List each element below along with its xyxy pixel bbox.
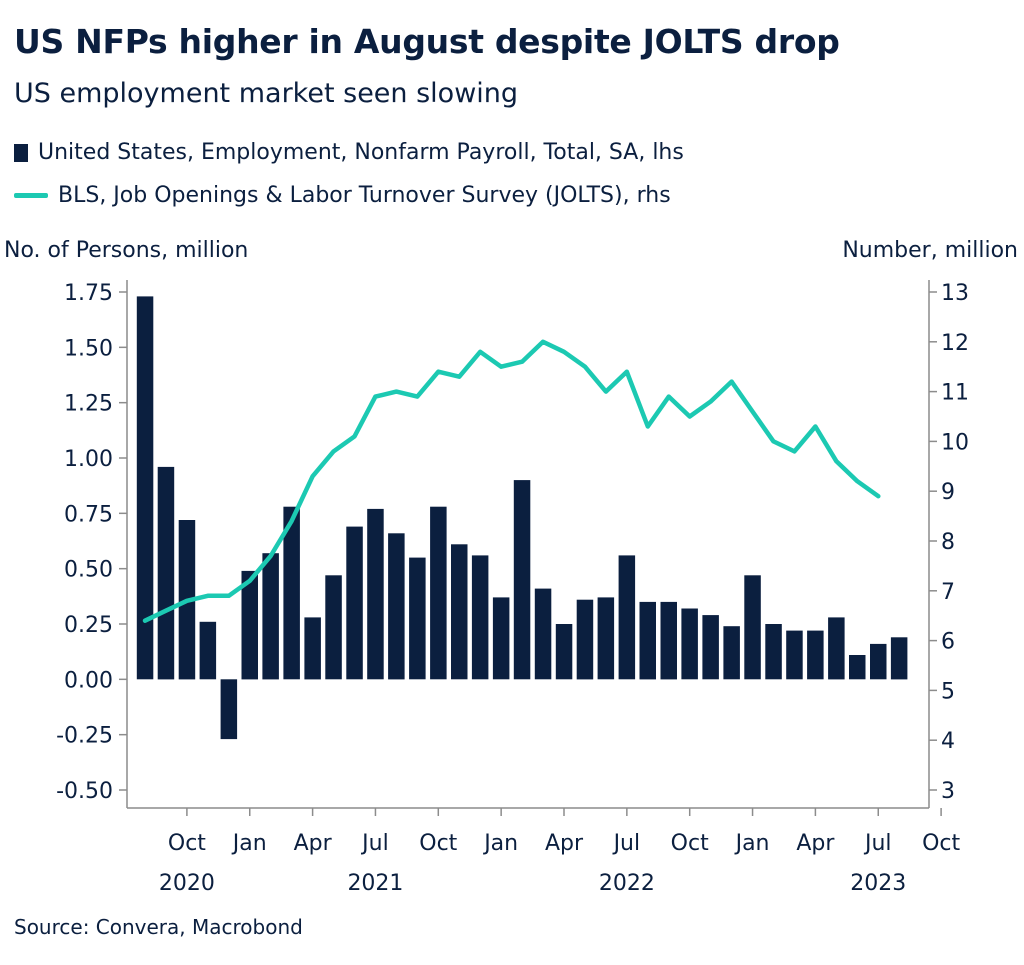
x-tick-label: Jul: [863, 831, 892, 856]
left-tick-label: -0.50: [56, 779, 113, 804]
x-tick-label: Oct: [419, 831, 457, 856]
nfp-bar-2023-05: [828, 617, 845, 680]
nfp-bar-2021-04: [304, 617, 321, 680]
nfp-bar-2023-04: [807, 630, 824, 680]
right-tick-label: 11: [941, 381, 969, 406]
nfp-bar-2020-09: [157, 466, 175, 680]
nfp-bar-2021-10: [430, 506, 447, 680]
left-tick-label: 1.75: [64, 281, 113, 306]
jolts-line: [142, 339, 881, 623]
right-tick-label: 3: [941, 779, 955, 804]
x-tick-label: Oct: [922, 831, 960, 856]
x-tick-label: Jan: [734, 831, 770, 856]
nfp-bar-2022-09: [660, 601, 677, 680]
x-year-label: 2020: [159, 871, 215, 896]
nfp-bar-2021-01: [241, 570, 258, 680]
nfp-bar-2023-07: [870, 643, 887, 680]
right-tick-label: 13: [941, 281, 969, 306]
legend-line-swatch: [14, 193, 48, 198]
right-tick-label: 4: [941, 729, 955, 754]
right-tick-label: 6: [941, 630, 955, 655]
nfp-bar-2022-05: [576, 599, 594, 680]
left-tick-label: 0.00: [64, 668, 113, 693]
nfp-bar-2022-02: [513, 480, 531, 680]
nfp-bar-2021-11: [451, 544, 468, 680]
nfp-bar-2022-07: [618, 555, 636, 680]
legend-item-jolts: BLS, Job Openings & Labor Turnover Surve…: [14, 183, 671, 208]
nfp-bar-2022-08: [639, 601, 656, 680]
x-year-label: 2022: [599, 871, 655, 896]
nfp-bar-2023-08: [890, 637, 908, 680]
nfp-bar-2021-12: [471, 555, 489, 680]
x-year-label: 2023: [850, 871, 906, 896]
right-tick-label: 9: [941, 480, 955, 505]
nfp-bar-2022-01: [492, 597, 510, 680]
nfp-bar-2021-07: [367, 508, 384, 680]
left-tick-label: 0.50: [64, 558, 113, 583]
nfp-bar-2021-03: [283, 506, 300, 680]
nfp-bar-2023-01: [744, 575, 761, 680]
nfp-bar-2021-08: [388, 533, 405, 680]
left-tick-label: 0.75: [64, 502, 113, 527]
x-year-label: 2021: [347, 871, 403, 896]
nfp-bar-2021-06: [346, 526, 363, 680]
nfp-bar-2020-12: [220, 679, 238, 740]
x-tick-label: Apr: [294, 831, 333, 856]
left-tick-label: 1.00: [64, 447, 113, 472]
x-tick-label: Jan: [231, 831, 267, 856]
x-tick-label: Apr: [796, 831, 835, 856]
right-tick-label: 7: [941, 580, 955, 605]
nfp-bar-2021-02: [262, 553, 279, 680]
nfp-bar-2022-11: [702, 615, 719, 680]
right-tick-label: 5: [941, 679, 955, 704]
nfp-bar-2022-03: [534, 588, 552, 680]
nfp-bar-2022-06: [597, 597, 615, 680]
x-tick-label: Jul: [360, 831, 389, 856]
right-axis-title: Number, million: [842, 238, 1018, 263]
right-tick-label: 8: [941, 530, 955, 555]
x-tick-label: Oct: [671, 831, 709, 856]
nfp-bar-2022-04: [555, 624, 573, 680]
legend-bar-swatch: [14, 143, 28, 162]
source-note: Source: Convera, Macrobond: [14, 915, 303, 939]
nfp-bar-2020-11: [199, 621, 217, 680]
nfp-bar-2023-02: [765, 624, 782, 680]
x-tick-label: Apr: [545, 831, 584, 856]
right-tick-label: 12: [941, 331, 969, 356]
axes-layer: 1.75 1.50 1.25 1.00 0.75 0.50 0.25 0.00 -0.25 -0.…: [56, 280, 969, 896]
left-tick-label: 0.25: [64, 613, 113, 638]
x-tick-label: Jul: [612, 831, 641, 856]
left-tick-label: 1.25: [64, 392, 113, 417]
x-tick-label: Jan: [482, 831, 518, 856]
line-layer: [142, 339, 881, 623]
nfp-bar-2021-09: [409, 557, 426, 680]
left-tick-label: 1.50: [64, 336, 113, 361]
left-tick-label: -0.25: [56, 724, 113, 749]
nfp-bar-2022-12: [723, 626, 740, 680]
nfp-bar-2022-10: [681, 608, 698, 680]
nfp-bar-2023-06: [849, 655, 866, 680]
chart-title: US NFPs higher in August despite JOLTS d…: [14, 22, 840, 61]
bars-layer: [136, 296, 908, 740]
x-tick-label: Oct: [168, 831, 206, 856]
nfp-bar-2021-05: [325, 575, 342, 680]
legend-label-nonfarm-payroll: United States, Employment, Nonfarm Payro…: [38, 140, 684, 165]
right-tick-label: 10: [941, 430, 969, 455]
legend-item-nonfarm-payroll: United States, Employment, Nonfarm Payro…: [14, 140, 684, 165]
nfp-bar-2023-03: [786, 630, 803, 680]
legend-label-jolts: BLS, Job Openings & Labor Turnover Surve…: [58, 183, 671, 208]
chart-subtitle: US employment market seen slowing: [14, 78, 519, 109]
left-axis-title: No. of Persons, million: [4, 238, 249, 263]
nfp-bar-2020-08: [136, 296, 154, 680]
